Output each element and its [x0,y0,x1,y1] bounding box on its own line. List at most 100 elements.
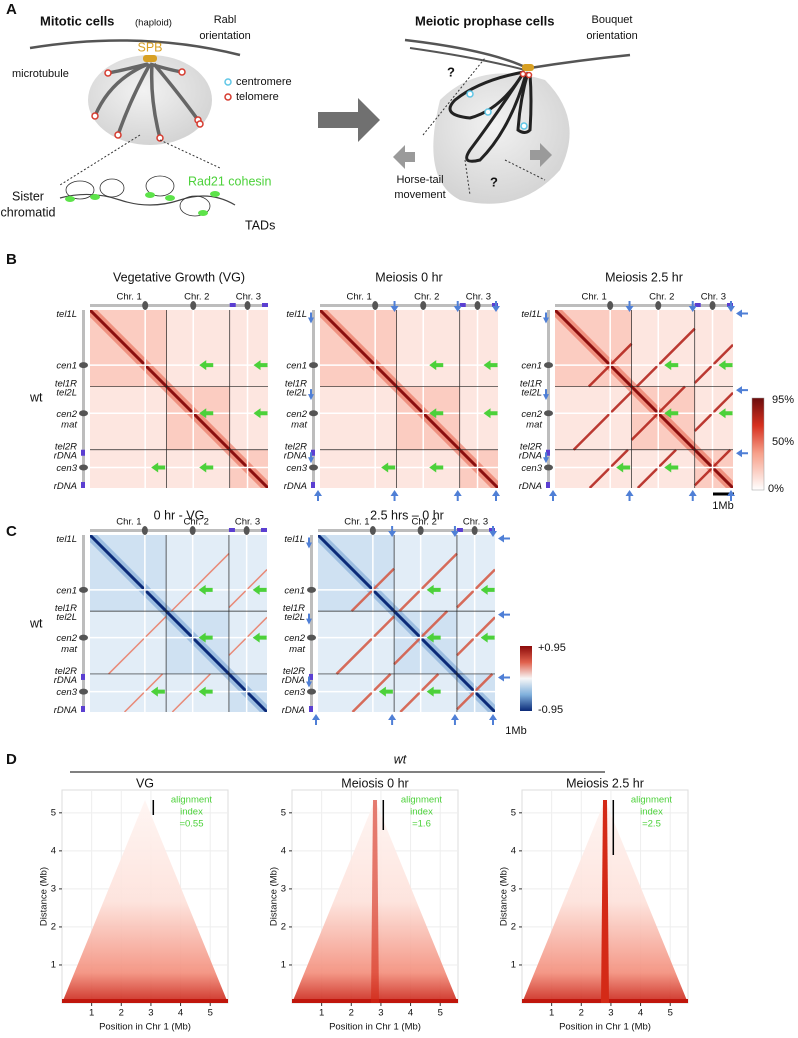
locus-label: cen2 [56,409,77,420]
green-arrow [252,632,267,643]
green-arrow [150,686,165,697]
centromere [369,526,376,535]
y-axis-label: Distance (Mb) [269,867,280,926]
map-title: Vegetative Growth (VG) [113,270,245,284]
rdna [228,528,235,532]
y-tick-label: 1 [281,959,286,970]
x-tick-label: 1 [319,1008,324,1019]
green-arrow [480,584,495,595]
locus-label: tel2R [283,666,305,677]
annotation: index [640,807,663,818]
chromosome-label: Chr. 1 [581,292,606,303]
y-tick-label: 2 [51,921,56,932]
heatmap [318,535,495,712]
diagonal [555,310,733,488]
green-arrow [483,360,498,371]
locus-label: rDNA [284,481,307,492]
x-tick-label: 2 [119,1008,124,1019]
locus-label: cen3 [286,463,307,474]
rdna [261,528,267,532]
blue-arrow [306,676,312,688]
green-arrow [429,462,444,473]
anti-diagonal [399,673,440,712]
spb-label: SPB [137,40,162,54]
chromosome-label: Chr. 3 [235,517,260,528]
centromere [79,362,88,369]
annotation: alignment [171,795,213,806]
green-arrow [718,360,733,371]
green-arrow [426,632,441,643]
y-tick-label: 5 [51,807,56,818]
blue-arrow [450,526,459,537]
y-tick-label: 4 [281,845,286,856]
blue-arrow [625,490,634,501]
chromosome-label: Chr. 2 [649,292,674,303]
anti-diagonal [588,448,629,488]
diagonal-band [62,999,228,1003]
y-tick-label: 5 [281,807,286,818]
locus-label: rDNA [282,675,305,686]
blue-arrow [453,490,462,501]
rdna [81,482,85,488]
anti-diagonal [123,673,164,712]
locus-label: rDNA [54,481,77,492]
x-tick-label: 4 [408,1008,413,1019]
centromere [79,410,88,417]
green-arrow [198,584,213,595]
x-tick-label: 1 [89,1008,94,1019]
map-title: Meiosis 2.5 hr [605,270,683,284]
green-arrow [198,632,213,643]
green-arrow [429,408,444,419]
locus-label: tel2R [55,442,77,453]
blue-arrow [543,389,549,401]
locus-label: mat [61,419,77,430]
x-tick-label: 2 [349,1008,354,1019]
x-tick-label: 5 [438,1008,443,1019]
y-tick-label: 1 [511,959,516,970]
centromere [471,526,478,535]
chromosome-bar [82,310,85,488]
y-tick-label: 3 [511,883,516,894]
scale-label: 1Mb [505,725,526,737]
blue-arrow [736,309,748,318]
mitotic-cell [29,39,241,217]
locus-label: cen2 [521,409,542,420]
centromere [307,586,316,593]
centromere [79,688,88,695]
plot-title: VG [136,776,154,790]
alignment-index: =2.5 [642,819,661,830]
arrow [318,98,380,142]
locus-label: cen3 [56,463,77,474]
blue-arrow [498,673,510,682]
blue-arrow [688,490,697,501]
blue-arrow [543,312,549,324]
green-arrow [426,686,441,697]
locus-label: cen3 [56,687,77,698]
green-arrow [199,408,214,419]
y-axis-label: Distance (Mb) [499,867,510,926]
rdna [81,706,85,712]
y-tick-label: 4 [51,845,56,856]
colorbar-label: +0.95 [538,642,566,654]
green-arrow [199,462,214,473]
green-arrow [429,360,444,371]
centromere [709,301,716,310]
panel-letter: C [6,523,17,540]
anti-diagonal [335,615,395,675]
green-arrow [664,408,679,419]
fold-spike [601,800,609,1003]
locus-label: mat [291,419,307,430]
locus-label: cen1 [56,585,77,596]
annotation: index [180,807,203,818]
locus-label: tel1L [284,534,305,545]
locus-label: cen2 [284,633,305,644]
anti-diagonal [693,343,733,384]
rdna [309,673,313,680]
blue-arrow [625,301,634,312]
centromere [79,464,88,471]
rdna [309,706,313,712]
blue-arrow [736,386,748,395]
anti-diagonal [108,615,167,675]
question-mark: ? [490,174,498,189]
heatmap [90,535,267,712]
